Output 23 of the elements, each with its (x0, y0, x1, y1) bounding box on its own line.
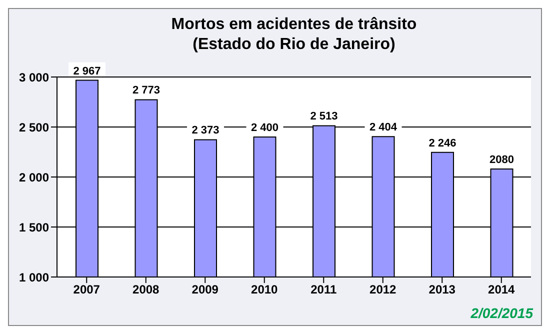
x-tick-label: 2007 (73, 282, 100, 297)
x-tick-label: 2008 (132, 282, 160, 297)
data-label: 2 967 (73, 65, 101, 78)
y-tick-label: 3 000 (18, 70, 50, 84)
x-tick-label: 2014 (488, 282, 516, 297)
data-label: 2 400 (250, 122, 279, 134)
x-tick-label: 2011 (310, 282, 337, 297)
data-label: 2 246 (428, 137, 456, 150)
y-tick-label: 1 000 (18, 270, 50, 284)
data-label: 2 404 (369, 122, 398, 134)
y-tick-label: 2 000 (18, 170, 50, 184)
data-label: 2 373 (192, 124, 220, 137)
data-label: 2 773 (132, 84, 160, 97)
x-tick-label: 2013 (428, 282, 456, 297)
x-tick-label: 2010 (251, 282, 278, 297)
data-label: 2080 (490, 154, 514, 166)
x-tick-label: 2012 (370, 282, 397, 297)
text: 2/02/2015 (470, 305, 533, 321)
chart-title: Mortos em acidentes de trânsito (Estado do Rio de Janeiro) (170, 15, 418, 55)
x-tick-label: 2009 (192, 282, 219, 297)
y-tick-label: 1 500 (18, 220, 50, 234)
data-label: 2 513 (310, 110, 338, 123)
y-tick-label: 2 500 (18, 120, 50, 134)
